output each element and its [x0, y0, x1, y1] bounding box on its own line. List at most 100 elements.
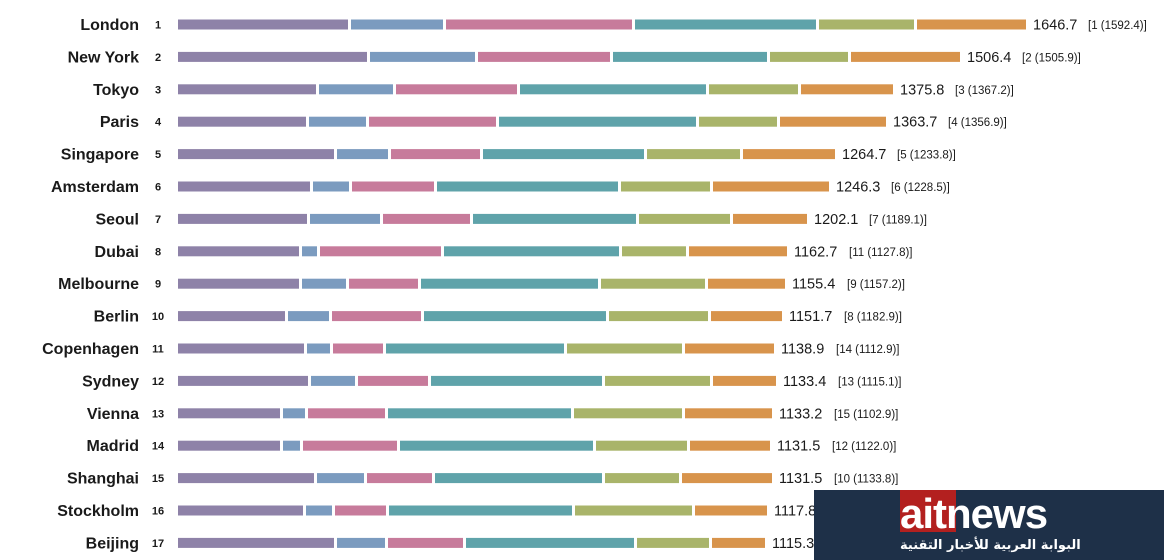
bar-row: Shanghai 15 1131.5 [10 (1133.8)] — [67, 471, 898, 488]
rank-label: 3 — [155, 84, 161, 96]
bar-segment — [780, 116, 886, 127]
score-label: 1264.7 — [842, 147, 886, 163]
bar-segment — [770, 51, 848, 62]
bar-segment — [303, 440, 397, 451]
bar-segment — [712, 537, 765, 548]
prev-rank-label: [6 (1228.5)] — [891, 182, 950, 194]
bar-segment — [622, 246, 686, 257]
score-label: 1131.5 — [777, 439, 820, 455]
bar-segment — [283, 408, 305, 419]
bar-segment — [483, 149, 644, 160]
rank-label: 14 — [152, 441, 165, 453]
bar-segment — [386, 343, 564, 354]
bar-segment — [596, 440, 687, 451]
bar-segment — [473, 213, 636, 224]
rank-label: 9 — [155, 279, 161, 291]
prev-rank-label: [1 (1592.4)] — [1088, 20, 1147, 32]
bar-segment — [178, 213, 307, 224]
score-label: 1131.5 — [779, 471, 822, 487]
bar-segment — [478, 51, 610, 62]
bar-segment — [574, 408, 682, 419]
score-label: 1115.3 — [772, 536, 814, 552]
bar-segment — [351, 19, 443, 30]
city-label: Beijing — [86, 535, 139, 552]
rank-label: 16 — [152, 506, 164, 518]
bar-segment — [178, 84, 316, 95]
city-label: Singapore — [61, 147, 139, 164]
bar-segment — [685, 408, 772, 419]
bar-segment — [358, 375, 428, 386]
bar-segment — [178, 311, 285, 322]
bar-segment — [435, 473, 602, 484]
prev-rank-label: [3 (1367.2)] — [955, 85, 1014, 97]
city-label: Amsterdam — [51, 179, 139, 196]
bar-segment — [306, 505, 332, 516]
bar-row: Paris 4 1363.7 [4 (1356.9)] — [100, 114, 1007, 131]
prev-rank-label: [9 (1157.2)] — [847, 279, 905, 291]
bar-segment — [639, 213, 730, 224]
bar-segment — [708, 278, 785, 289]
bar-segment — [575, 505, 692, 516]
bar-segment — [647, 149, 740, 160]
rank-label: 12 — [152, 376, 164, 388]
rank-label: 15 — [152, 473, 164, 485]
bar-row: Copenhagen 11 1138.9 [14 (1112.9)] — [42, 341, 899, 358]
bar-row: Tokyo 3 1375.8 [3 (1367.2)] — [93, 82, 1014, 99]
bar-segment — [332, 311, 421, 322]
bar-row: Seoul 7 1202.1 [7 (1189.1)] — [95, 211, 927, 228]
bar-segment — [733, 213, 807, 224]
city-label: Madrid — [87, 438, 139, 455]
bar-row: Vienna 13 1133.2 [15 (1102.9)] — [87, 406, 899, 423]
rank-label: 17 — [152, 538, 164, 550]
logo-tagline: البوابة العربية للأخبار التقنية — [900, 538, 1081, 553]
bar-segment — [424, 311, 606, 322]
score-label: 1202.1 — [814, 212, 858, 228]
bar-segment — [178, 440, 280, 451]
bar-segment — [388, 537, 463, 548]
bar-segment — [383, 213, 470, 224]
bar-segment — [337, 537, 385, 548]
bar-segment — [388, 408, 571, 419]
bar-segment — [690, 440, 770, 451]
bar-segment — [310, 213, 380, 224]
bar-segment — [311, 375, 355, 386]
bar-segment — [567, 343, 682, 354]
bar-segment — [699, 116, 777, 127]
bar-segment — [302, 278, 346, 289]
bar-segment — [288, 311, 329, 322]
bar-segment — [389, 505, 572, 516]
city-label: Seoul — [95, 211, 139, 228]
score-label: 1363.7 — [893, 115, 937, 131]
prev-rank-label: [5 (1233.8)] — [897, 150, 956, 162]
city-label: Tokyo — [93, 82, 139, 99]
bar-segment — [801, 84, 893, 95]
bar-segment — [309, 116, 366, 127]
prev-rank-label: [2 (1505.9)] — [1022, 52, 1081, 64]
bar-segment — [349, 278, 418, 289]
bar-segment — [917, 19, 1026, 30]
score-label: 1133.4 — [783, 374, 826, 390]
city-label: Shanghai — [67, 471, 139, 488]
bar-row: Singapore 5 1264.7 [5 (1233.8)] — [61, 147, 956, 164]
bar-segment — [178, 375, 308, 386]
score-label: 1506.4 — [967, 50, 1011, 66]
bar-segment — [307, 343, 330, 354]
bar-segment — [421, 278, 598, 289]
bar-segment — [695, 505, 767, 516]
score-label: 1151.7 — [789, 309, 832, 325]
bar-segment — [682, 473, 772, 484]
logo-name: aitnews — [900, 490, 1048, 537]
prev-rank-label: [12 (1122.0)] — [832, 441, 896, 453]
score-label: 1246.3 — [836, 180, 880, 196]
bar-row: Beijing 17 1115.3 — [86, 535, 815, 552]
bar-segment — [713, 181, 829, 192]
bar-segment — [635, 19, 816, 30]
bar-segment — [313, 181, 349, 192]
bar-segment — [178, 343, 304, 354]
prev-rank-label: [11 (1127.8)] — [849, 247, 913, 259]
score-label: 1117.8 — [774, 504, 816, 520]
bar-segment — [605, 473, 679, 484]
score-label: 1162.7 — [794, 244, 837, 260]
bar-segment — [444, 246, 619, 257]
bar-segment — [400, 440, 593, 451]
